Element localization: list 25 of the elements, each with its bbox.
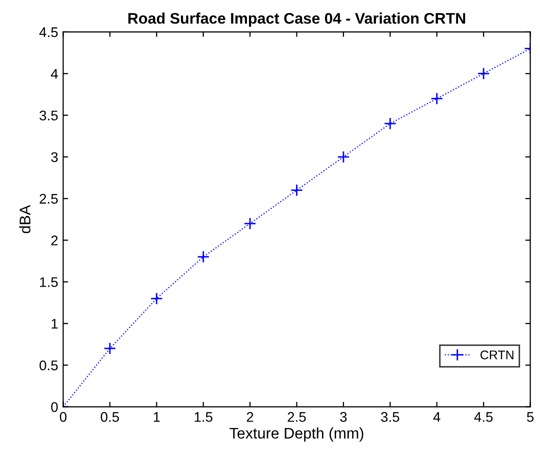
x-tick-label: 2.5: [288, 412, 306, 422]
x-tick-label: 3: [340, 412, 347, 422]
y-axis-title: dBA: [19, 204, 30, 234]
x-tick-label: 1.5: [194, 412, 212, 422]
chart-title: Road Surface Impact Case 04 - Variation CRTN: [128, 12, 466, 27]
x-tick-label: 0.5: [100, 412, 119, 422]
y-tick-label: 4: [50, 69, 58, 79]
legend-label: CRTN: [480, 350, 514, 360]
x-tick-label: 2: [246, 412, 254, 422]
y-tick-label: 3.5: [40, 110, 58, 120]
x-tick-label: 3.5: [381, 412, 400, 422]
y-tick-label: 2.5: [40, 194, 58, 204]
y-tick-label: 1.5: [40, 277, 58, 288]
y-tick-label: 0: [51, 402, 58, 412]
x-tick-label: 5: [526, 412, 534, 422]
y-tick-label: 2: [51, 236, 58, 246]
x-tick-label: 4: [433, 412, 440, 422]
x-axis-title: Texture Depth (mm): [230, 427, 364, 442]
y-tick-label: 0.5: [40, 360, 58, 370]
y-tick-label: 3: [51, 152, 58, 162]
y-tick-label: 1: [52, 318, 58, 329]
x-tick-label: 4.5: [474, 412, 493, 422]
x-tick-label: 0: [60, 412, 66, 422]
y-tick-label: 4.5: [39, 27, 58, 38]
x-tick-label: 1: [154, 412, 160, 422]
